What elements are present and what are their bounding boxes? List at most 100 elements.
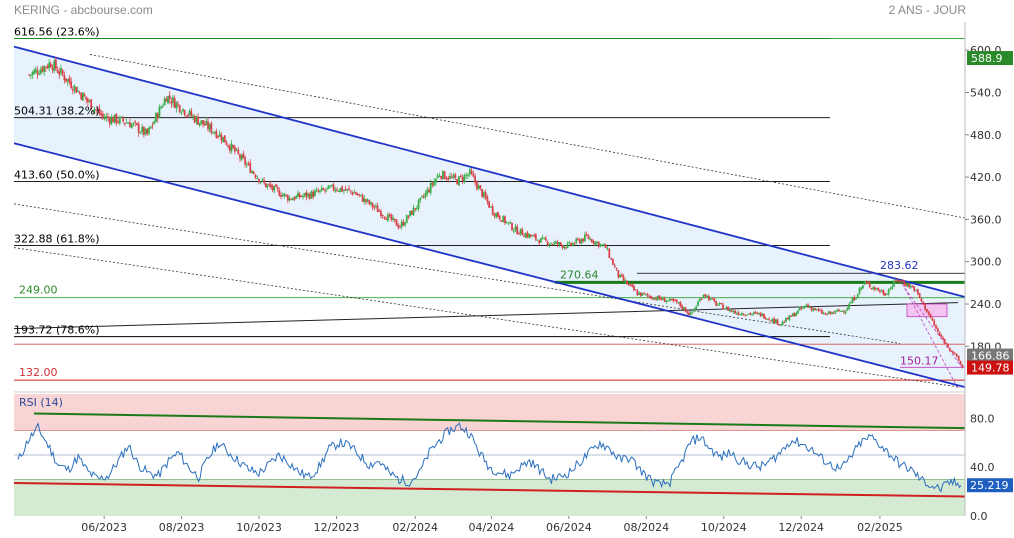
rsi-y-tick-label: 40.0 xyxy=(970,461,995,474)
candle-body xyxy=(108,118,111,124)
candle-body xyxy=(822,313,825,315)
candle-body xyxy=(208,124,211,130)
candle-body xyxy=(887,289,890,295)
candle-body xyxy=(697,301,699,306)
candle-body xyxy=(165,98,168,102)
candle-body xyxy=(474,176,476,183)
candle-body xyxy=(915,289,917,291)
candle-body xyxy=(227,145,230,147)
candle-body xyxy=(662,297,664,300)
candle-body xyxy=(348,188,350,190)
candle-body xyxy=(814,308,816,311)
candle-body xyxy=(456,179,459,185)
candle-body xyxy=(594,241,597,245)
candle-body xyxy=(698,298,701,302)
candle-body xyxy=(91,110,94,112)
candle-body xyxy=(86,98,89,102)
candle-body xyxy=(220,135,223,141)
candle-body xyxy=(877,287,880,291)
candle-body xyxy=(330,184,333,186)
candle-body xyxy=(424,192,427,198)
candle-body xyxy=(786,317,789,320)
candle-body xyxy=(148,127,150,134)
candle-body xyxy=(507,222,510,224)
candle-body xyxy=(355,192,357,195)
candle-body xyxy=(918,293,921,298)
candle-body xyxy=(803,306,806,308)
candle-body xyxy=(545,238,547,241)
candle-body xyxy=(429,182,432,193)
candle-body xyxy=(450,176,453,178)
candle-body xyxy=(34,69,37,72)
candle-body xyxy=(249,162,252,173)
candle-body xyxy=(819,310,822,312)
candle-body xyxy=(798,307,801,310)
candle-body xyxy=(560,242,562,245)
candle-body xyxy=(443,171,446,180)
candle-body xyxy=(658,295,661,299)
candle-body xyxy=(924,303,926,310)
candle-body xyxy=(626,280,628,285)
candle-body xyxy=(548,243,551,246)
candle-body xyxy=(54,59,57,69)
candle-body xyxy=(868,283,871,287)
price-badge xyxy=(967,51,1013,66)
candle-body xyxy=(440,176,443,179)
candle-body xyxy=(709,297,712,300)
candle-body xyxy=(935,325,937,329)
candle-body xyxy=(624,280,627,282)
candle-body xyxy=(836,310,839,312)
candle-body xyxy=(584,234,586,242)
candle-body xyxy=(727,306,730,311)
axes: 180.0240.0300.0360.0420.0480.0540.0600.0… xyxy=(14,22,1002,534)
candle-body xyxy=(177,103,179,105)
candle-body xyxy=(225,142,228,146)
rsi-series-line xyxy=(17,422,962,493)
candle-body xyxy=(123,122,126,124)
candle-body xyxy=(582,238,585,242)
candle-body xyxy=(170,101,173,104)
candle-body xyxy=(375,205,377,207)
candle-body xyxy=(252,171,255,174)
candle-body xyxy=(856,294,859,298)
candle-body xyxy=(903,282,906,285)
candle-body xyxy=(841,310,844,312)
candle-body xyxy=(142,126,145,135)
rising-trend-line xyxy=(13,302,959,330)
candle-body xyxy=(80,93,83,100)
candle-body xyxy=(693,308,696,312)
candle-body xyxy=(202,120,204,125)
candle-body xyxy=(251,170,253,174)
candle-body xyxy=(49,63,52,68)
candle-body xyxy=(402,221,405,226)
rsi-trend-upper xyxy=(33,412,966,430)
candle-body xyxy=(366,199,369,201)
candle-body xyxy=(849,302,852,304)
candle-body xyxy=(484,192,487,199)
candle-body xyxy=(178,105,181,112)
candle-body xyxy=(929,313,932,318)
candle-body xyxy=(117,121,120,123)
candle-body xyxy=(490,206,492,208)
candle-body xyxy=(127,123,130,125)
candle-body xyxy=(293,197,296,200)
candle-body xyxy=(303,193,306,196)
candle-body xyxy=(491,206,494,215)
candle-body xyxy=(44,66,47,68)
candle-body xyxy=(242,153,245,159)
candle-body xyxy=(882,290,885,295)
candle-body xyxy=(65,78,67,82)
candle-body xyxy=(481,189,484,197)
candle-body xyxy=(266,184,269,187)
candle-body xyxy=(603,244,605,246)
candle-body xyxy=(428,189,430,193)
candle-body xyxy=(853,296,856,300)
candle-body xyxy=(906,283,909,287)
candle-body xyxy=(275,184,277,187)
candle-body xyxy=(516,226,519,235)
candle-body xyxy=(360,194,362,196)
candle-body xyxy=(528,233,530,238)
candle-body xyxy=(495,213,498,218)
candle-body xyxy=(790,315,792,317)
dotted-trend-upper xyxy=(89,54,966,219)
